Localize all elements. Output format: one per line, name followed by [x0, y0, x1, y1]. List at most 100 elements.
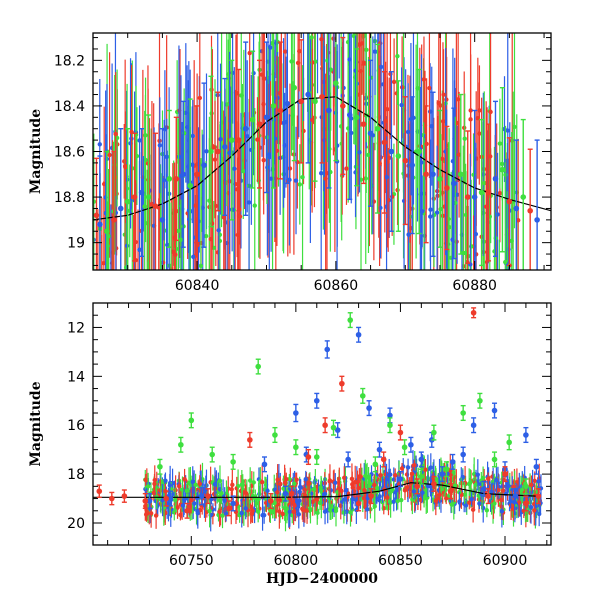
dense-point	[277, 497, 283, 503]
data-point	[418, 473, 425, 480]
dense-point	[301, 12, 305, 16]
data-point	[395, 153, 402, 159]
dense-point	[327, 478, 333, 483]
dense-point	[536, 511, 542, 517]
x-axis-label: HJD−2400000	[266, 571, 378, 587]
data-point	[187, 182, 193, 189]
dense-point	[204, 149, 209, 154]
dense-point	[190, 162, 195, 167]
data-point	[330, 424, 337, 431]
data-point	[387, 422, 393, 429]
dense-point	[123, 164, 128, 170]
dense-point	[176, 228, 181, 234]
dense-point	[395, 53, 400, 59]
dense-point	[175, 504, 180, 510]
dense-point	[399, 466, 405, 471]
data-point	[194, 171, 200, 178]
dense-point	[265, 488, 270, 493]
y-tick-label: 18.8	[54, 190, 85, 206]
dense-point	[536, 479, 541, 484]
dense-point	[528, 505, 534, 510]
dense-point	[293, 178, 299, 183]
data-point	[104, 228, 110, 235]
dense-point	[247, 478, 253, 483]
dense-point	[497, 141, 503, 146]
plot-area	[93, 12, 551, 298]
dense-point	[434, 210, 440, 215]
dense-point	[195, 242, 200, 248]
data-point	[159, 217, 166, 223]
dense-point	[532, 478, 537, 484]
dense-point	[357, 150, 362, 155]
dense-point	[280, 511, 285, 517]
dense-point	[372, 482, 377, 488]
dense-point	[217, 509, 222, 514]
dense-point	[337, 25, 341, 29]
dense-point	[482, 180, 487, 186]
dense-point	[436, 100, 441, 106]
dense-point	[101, 261, 107, 266]
data-point	[319, 94, 325, 100]
dense-point	[255, 137, 260, 142]
dense-point	[197, 481, 202, 487]
data-point	[305, 454, 312, 460]
dense-point	[391, 79, 397, 85]
dense-point	[308, 507, 313, 512]
dense-point	[98, 270, 102, 274]
data-point	[397, 476, 404, 482]
dense-point	[290, 19, 294, 23]
dense-point	[462, 136, 467, 141]
data-point	[367, 130, 374, 137]
dense-point	[176, 484, 182, 489]
dense-point	[409, 471, 415, 477]
dense-point	[208, 236, 214, 242]
dense-point	[529, 482, 534, 488]
dense-point	[389, 194, 395, 199]
dense-point	[350, 496, 355, 502]
dense-point	[239, 510, 244, 516]
dense-point	[328, 67, 333, 72]
data-point	[272, 432, 278, 438]
data-point	[523, 483, 529, 490]
dense-point	[457, 499, 462, 504]
dense-point	[364, 474, 370, 480]
dense-point	[469, 496, 474, 502]
dense-point	[437, 492, 442, 498]
data-point	[464, 194, 471, 200]
data-point	[355, 500, 362, 507]
data-point	[457, 171, 464, 178]
data-point	[334, 427, 341, 433]
dense-point	[296, 512, 301, 517]
dense-point	[385, 495, 390, 500]
dense-point	[452, 483, 458, 488]
data-point	[282, 490, 289, 497]
dense-point	[195, 510, 201, 516]
x-tick-label: 60840	[175, 278, 220, 294]
data-point	[255, 363, 262, 370]
data-point	[131, 194, 138, 200]
data-point	[481, 485, 487, 492]
data-point	[374, 125, 381, 132]
data-point	[166, 176, 173, 182]
dense-point	[307, 481, 312, 486]
dense-point	[157, 143, 163, 148]
dense-point	[255, 509, 261, 514]
dense-point	[140, 289, 144, 293]
dense-point	[361, 60, 366, 65]
data-point	[267, 498, 274, 504]
data-point	[209, 451, 216, 458]
dense-point	[212, 482, 218, 487]
dense-point	[136, 281, 140, 285]
data-point	[313, 397, 320, 404]
y-tick-label: 18.6	[54, 145, 85, 161]
dense-point	[480, 475, 486, 481]
dense-point	[243, 506, 248, 511]
data-point	[256, 121, 263, 127]
bottom-panel: 60750 60800 60850 60900 12 14 16 18 20 Magnitude H…	[28, 302, 552, 587]
dense-point	[106, 278, 110, 282]
series-0	[97, 33, 540, 270]
data-point	[142, 498, 149, 504]
dense-point	[96, 294, 100, 298]
data-point	[288, 490, 295, 497]
dense-point	[341, 85, 346, 91]
